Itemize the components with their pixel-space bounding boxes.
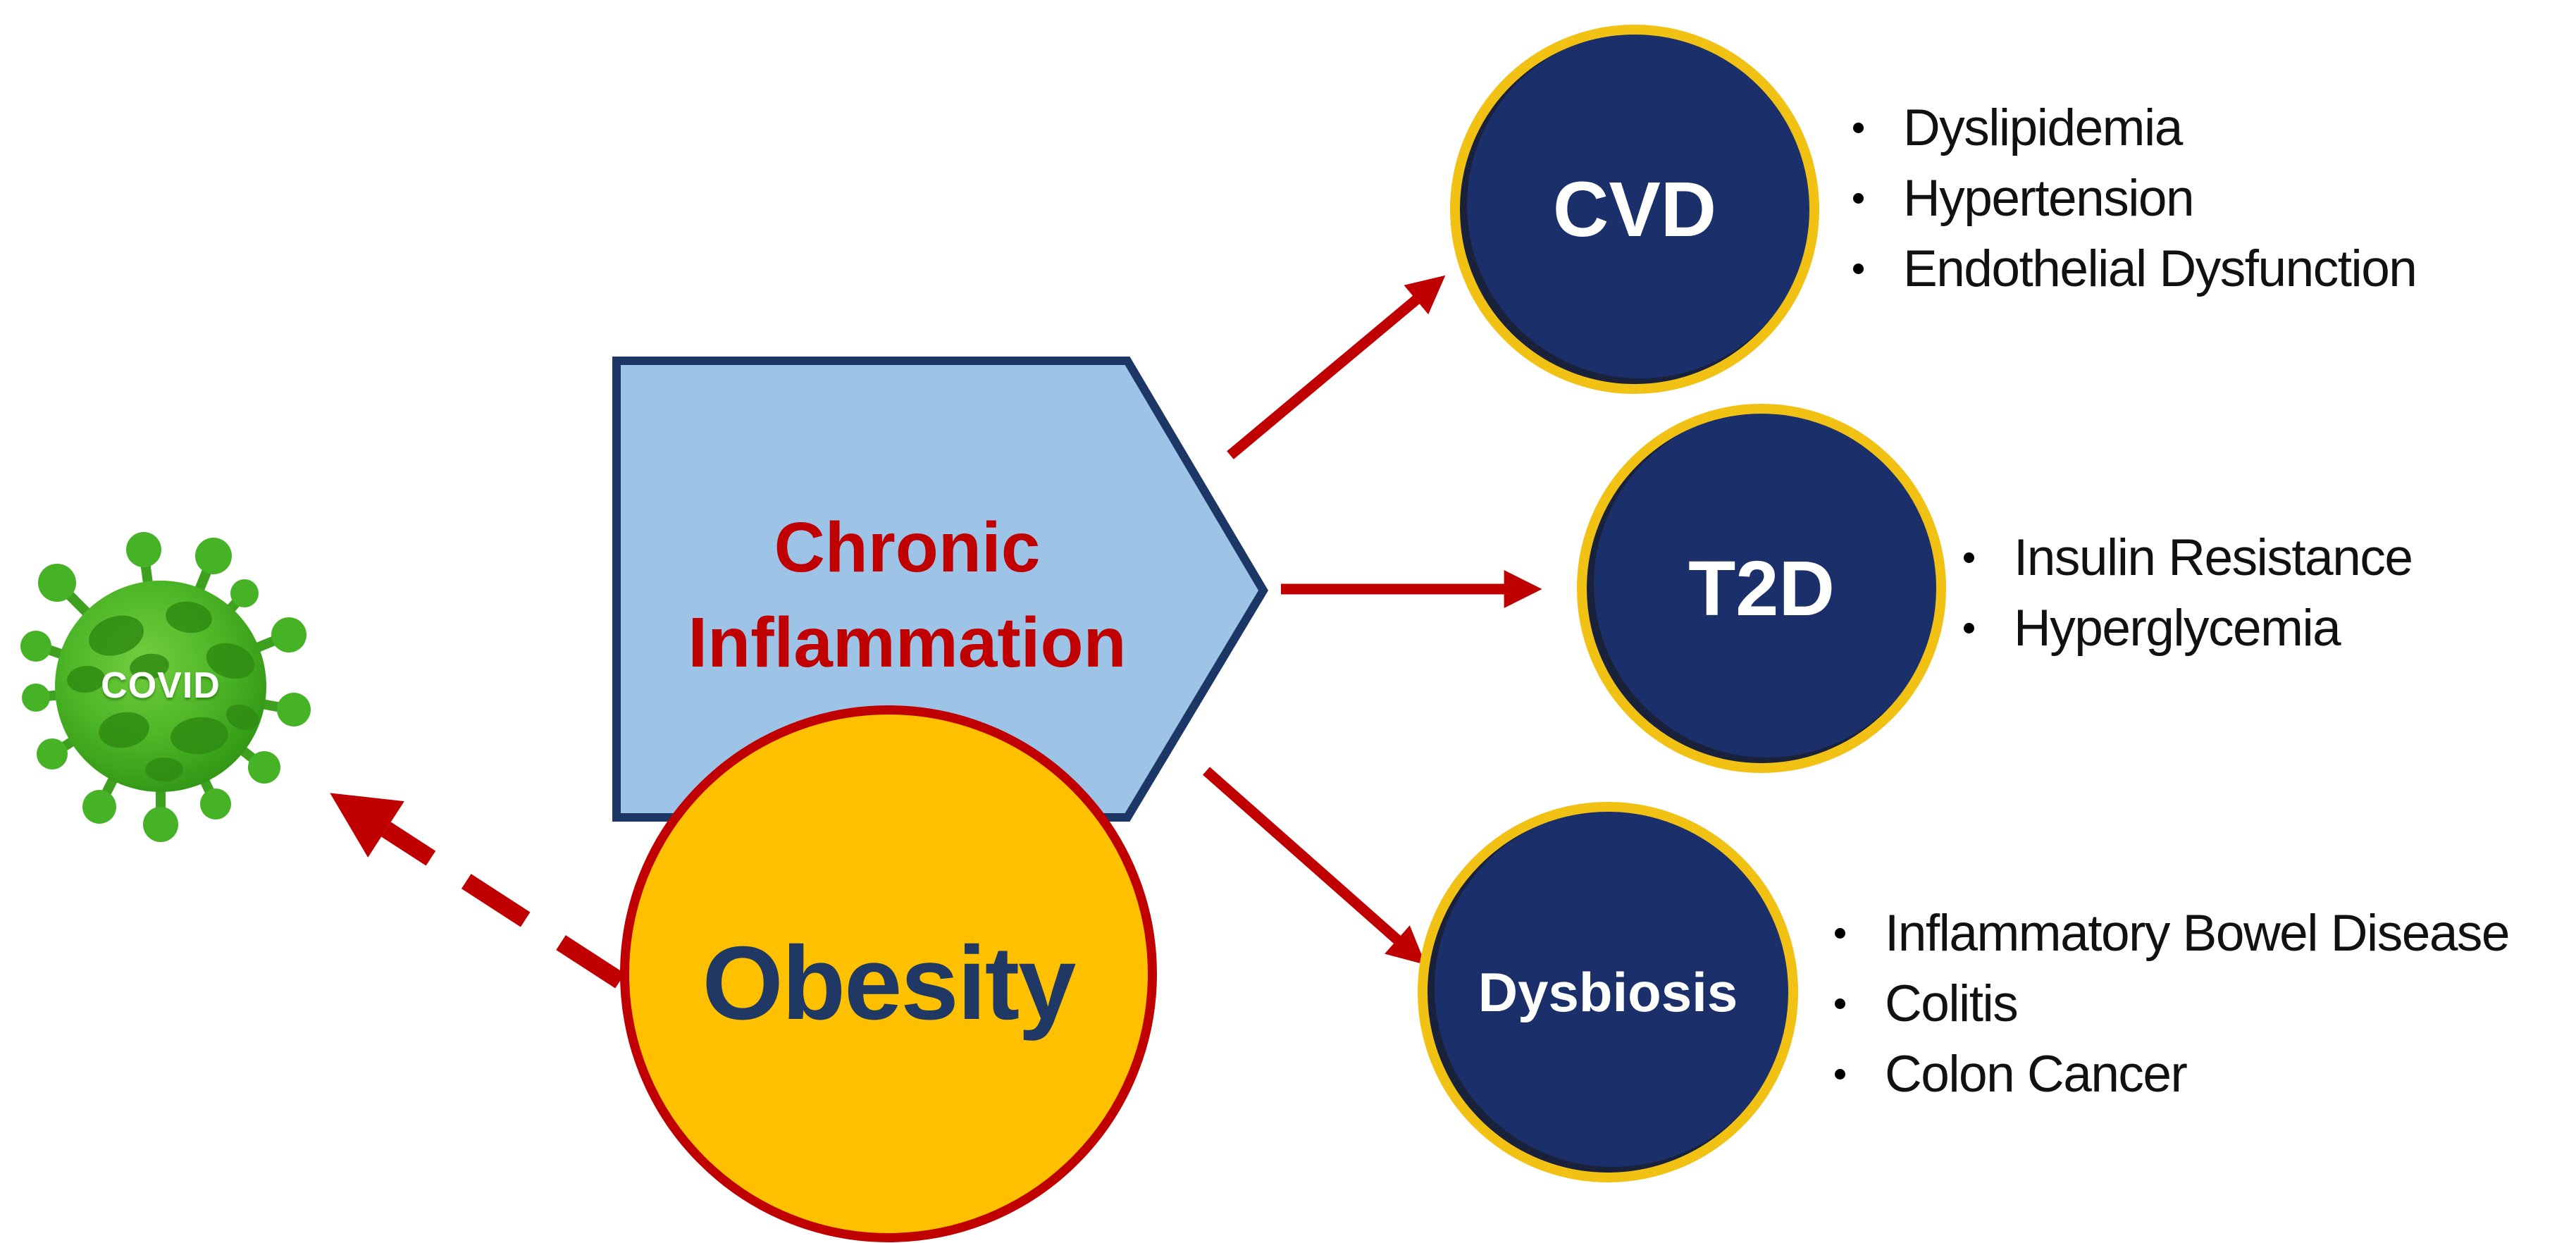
chronic-inflammation-line2: Inflammation bbox=[688, 603, 1127, 682]
bullet-dot-icon bbox=[1853, 192, 1864, 204]
t2d-circle: T2D bbox=[1577, 404, 1946, 773]
bullet-text: Dyslipidemia bbox=[1903, 99, 2183, 156]
dashed-arrow-obesity-to-covid bbox=[330, 793, 625, 989]
bullet-text: Endothelial Dysfunction bbox=[1903, 240, 2417, 297]
list-item: Colitis bbox=[1835, 968, 2509, 1039]
cvd-circle: CVD bbox=[1450, 25, 1819, 394]
bullet-text: Insulin Resistance bbox=[2014, 528, 2413, 586]
list-item: Endothelial Dysfunction bbox=[1853, 233, 2417, 304]
dysbiosis-label: Dysbiosis bbox=[1478, 960, 1738, 1023]
obesity-circle: Obesity bbox=[620, 705, 1157, 1242]
list-item: Hyperglycemia bbox=[1964, 593, 2412, 663]
bullet-text: Hyperglycemia bbox=[2014, 599, 2341, 657]
cvd-bullet-list: Dyslipidemia Hypertension Endothelial Dy… bbox=[1853, 92, 2417, 304]
t2d-label: T2D bbox=[1688, 545, 1835, 632]
bullet-text: Hypertension bbox=[1903, 169, 2195, 227]
list-item: Inflammatory Bowel Disease bbox=[1835, 898, 2510, 968]
covid-label: COVID bbox=[101, 665, 221, 706]
bullet-dot-icon bbox=[1835, 998, 1845, 1009]
dysbiosis-bullet-list: Inflammatory Bowel Disease Colitis Colon… bbox=[1835, 898, 2510, 1109]
list-item: Dyslipidemia bbox=[1853, 92, 2416, 163]
arrow-to-cvd bbox=[1227, 275, 1446, 459]
obesity-label: Obesity bbox=[702, 925, 1077, 1041]
list-item: Hypertension bbox=[1853, 163, 2416, 233]
bullet-dot-icon bbox=[1964, 552, 1974, 563]
t2d-bullet-list: Insulin Resistance Hyperglycemia bbox=[1964, 522, 2413, 663]
bullet-text: Colitis bbox=[1885, 975, 2019, 1032]
list-item: Insulin Resistance bbox=[1964, 522, 2413, 593]
arrow-to-dysbiosis bbox=[1203, 767, 1426, 965]
bullet-text: Colon Cancer bbox=[1885, 1045, 2188, 1103]
bullet-dot-icon bbox=[1853, 122, 1864, 133]
bullet-dot-icon bbox=[1853, 263, 1864, 274]
list-item: Colon Cancer bbox=[1835, 1039, 2509, 1109]
bullet-dot-icon bbox=[1964, 622, 1974, 633]
bullet-dot-icon bbox=[1835, 927, 1845, 939]
bullet-text: Inflammatory Bowel Disease bbox=[1885, 904, 2510, 962]
dysbiosis-circle: Dysbiosis bbox=[1418, 802, 1798, 1182]
chronic-inflammation-line1: Chronic bbox=[774, 508, 1041, 587]
bullet-dot-icon bbox=[1835, 1068, 1845, 1080]
chronic-inflammation-label: Chronic Inflammation bbox=[617, 500, 1198, 691]
cvd-label: CVD bbox=[1552, 166, 1717, 253]
